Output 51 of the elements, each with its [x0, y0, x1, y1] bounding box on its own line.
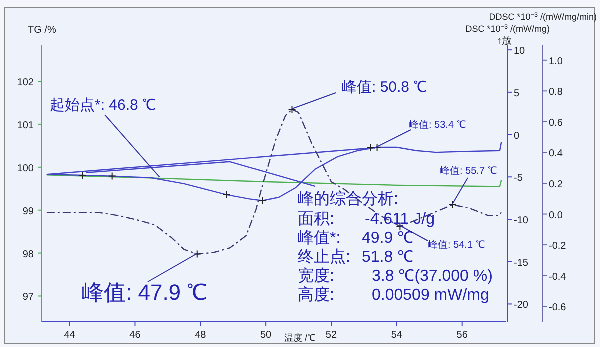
y2-axis-title: DSC *10$^{−3}$ /(mW/mg) — [466, 24, 550, 34]
annotation: 终止点: — [298, 248, 350, 266]
y-axis-title: TG /% — [28, 25, 56, 36]
annotation: 宽度: — [298, 267, 334, 285]
annotation: 峰值: 54.1 ℃ — [428, 239, 485, 251]
y3-tick-label: 0.4 — [549, 148, 564, 160]
y3-tick-label: 0.2 — [549, 180, 564, 190]
y2-tick-label: -5 — [514, 173, 524, 184]
x-tick-label: 52 — [326, 330, 338, 341]
x-tick-label: 56 — [456, 330, 468, 341]
y2-tick-label: 5 — [514, 88, 520, 100]
annotation: 峰值*: — [298, 230, 341, 247]
annotation: 起始点*: 46.8 ℃ — [50, 97, 157, 114]
annotation: 峰值: 55.7 ℃ — [440, 165, 497, 177]
y-tick-label: 100 — [17, 163, 34, 174]
x-tick-label: 48 — [195, 330, 207, 341]
y2-tick-label: -10 — [514, 216, 529, 226]
annotation: 面积: — [298, 211, 334, 228]
y-tick-label: 101 — [17, 120, 34, 132]
annotation: ↑放 — [497, 36, 512, 47]
annotation: 峰值: 47.9 ℃ — [82, 280, 208, 305]
x-axis-title: 温度 /℃ — [284, 333, 316, 343]
x-tick-label: 54 — [391, 330, 403, 341]
y2-tick-label: -15 — [514, 258, 529, 269]
annotation: 3.8 ℃(37.000 %) — [372, 268, 493, 285]
x-tick-label: 44 — [64, 330, 76, 341]
annotation: 峰值: 50.8 ℃ — [342, 79, 428, 96]
y2-tick-label: -20 — [514, 300, 529, 312]
y3-tick-label: 0.0 — [549, 210, 564, 222]
annotation: 51.8 ℃ — [362, 249, 414, 266]
annotation: 49.9 ℃ — [362, 230, 414, 247]
x-tick-label: 46 — [130, 330, 142, 341]
y2-tick-label: 0 — [514, 130, 520, 142]
annotation: -4.611 J/g — [365, 211, 435, 228]
annotation: 峰值: 53.4 ℃ — [409, 119, 466, 131]
y-tick-label: 98 — [22, 249, 34, 260]
y3-tick-label: 1.0 — [549, 56, 564, 68]
y3-axis-title: DDSC *10$^{−3}$ /(mW/mg/min) — [489, 12, 597, 22]
annotation: 高度: — [298, 286, 334, 304]
y3-tick-label: 0.6 — [549, 118, 564, 129]
y3-tick-label: -0.6 — [549, 302, 567, 314]
y3-tick-label: 0.8 — [549, 87, 564, 98]
x-tick-label: 50 — [260, 330, 272, 341]
annotation: 峰的综合分析: — [298, 190, 398, 208]
y-tick-label: 102 — [17, 78, 34, 89]
y2-tick-label: 10 — [514, 46, 526, 58]
y3-tick-label: -0.4 — [549, 272, 567, 283]
y-tick-label: 99 — [22, 206, 34, 218]
y-tick-label: 97 — [22, 292, 34, 304]
y3-tick-label: -0.2 — [549, 241, 567, 252]
annotation: 0.00509 mW/mg — [372, 287, 490, 304]
